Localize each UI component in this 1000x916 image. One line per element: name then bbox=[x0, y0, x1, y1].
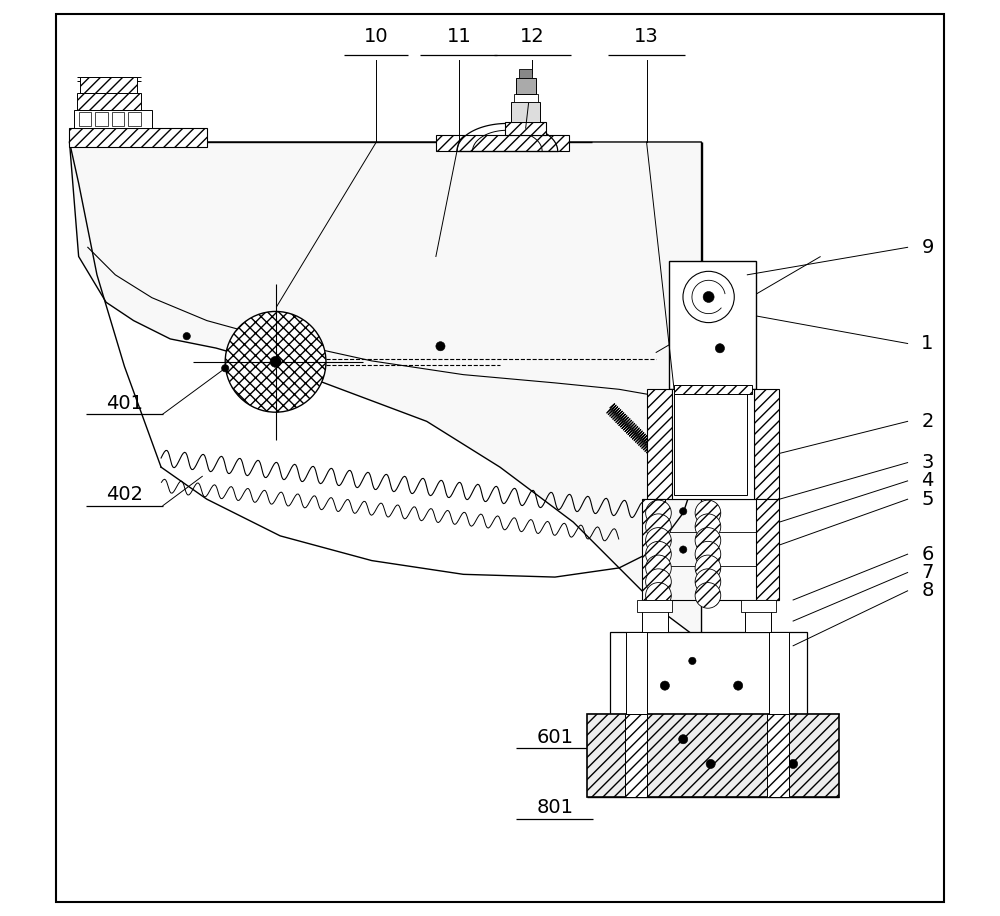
Bar bbox=[672, 389, 754, 499]
Circle shape bbox=[222, 365, 229, 372]
Bar bbox=[69, 128, 207, 147]
Text: 2: 2 bbox=[921, 412, 934, 431]
Bar bbox=[436, 135, 569, 151]
Text: 4: 4 bbox=[921, 472, 934, 490]
Text: 12: 12 bbox=[520, 27, 544, 46]
Bar bbox=[80, 77, 137, 93]
Bar bbox=[756, 499, 779, 600]
Bar bbox=[587, 714, 839, 797]
Bar bbox=[674, 394, 747, 495]
Bar bbox=[514, 94, 538, 102]
Bar bbox=[128, 112, 141, 126]
Circle shape bbox=[680, 507, 687, 515]
Bar bbox=[516, 78, 536, 94]
Circle shape bbox=[703, 291, 714, 302]
Circle shape bbox=[646, 541, 671, 567]
Circle shape bbox=[695, 500, 721, 526]
Bar bbox=[74, 110, 152, 128]
Text: 10: 10 bbox=[364, 27, 389, 46]
Bar bbox=[626, 632, 647, 714]
Circle shape bbox=[436, 342, 445, 351]
Bar bbox=[79, 112, 91, 126]
Bar bbox=[112, 112, 124, 126]
Bar bbox=[505, 122, 546, 135]
Circle shape bbox=[695, 569, 721, 594]
Text: 7: 7 bbox=[921, 563, 934, 582]
Text: 601: 601 bbox=[536, 728, 573, 747]
Bar bbox=[754, 389, 779, 499]
Text: 9: 9 bbox=[921, 238, 934, 256]
Circle shape bbox=[646, 500, 671, 526]
Circle shape bbox=[715, 344, 725, 353]
Bar bbox=[642, 499, 665, 600]
Circle shape bbox=[689, 658, 696, 665]
Text: 5: 5 bbox=[921, 490, 934, 508]
Circle shape bbox=[719, 434, 728, 443]
Bar bbox=[642, 600, 668, 632]
Circle shape bbox=[706, 759, 715, 769]
Circle shape bbox=[646, 528, 671, 553]
Circle shape bbox=[270, 356, 281, 367]
Text: 6: 6 bbox=[921, 545, 934, 563]
Text: 1: 1 bbox=[921, 334, 934, 353]
Bar bbox=[625, 714, 647, 797]
Circle shape bbox=[680, 546, 687, 553]
Text: 401: 401 bbox=[106, 394, 143, 412]
Circle shape bbox=[695, 541, 721, 567]
Polygon shape bbox=[69, 142, 702, 641]
Bar bbox=[95, 112, 108, 126]
Circle shape bbox=[683, 271, 734, 322]
Bar bbox=[745, 600, 771, 632]
Circle shape bbox=[789, 759, 798, 769]
Circle shape bbox=[679, 735, 688, 744]
Text: 8: 8 bbox=[921, 582, 934, 600]
Bar bbox=[610, 632, 807, 714]
Bar bbox=[511, 102, 540, 122]
Circle shape bbox=[646, 514, 671, 540]
Circle shape bbox=[646, 583, 671, 608]
Bar bbox=[77, 93, 141, 110]
Circle shape bbox=[695, 583, 721, 608]
Bar bbox=[647, 389, 672, 499]
Circle shape bbox=[646, 555, 671, 581]
Circle shape bbox=[695, 528, 721, 553]
Text: 801: 801 bbox=[536, 799, 573, 817]
Circle shape bbox=[695, 555, 721, 581]
Circle shape bbox=[521, 104, 530, 114]
Bar bbox=[769, 632, 789, 714]
Circle shape bbox=[660, 682, 669, 691]
Text: 3: 3 bbox=[921, 453, 934, 472]
Bar bbox=[674, 385, 752, 394]
Text: 11: 11 bbox=[446, 27, 471, 46]
Text: 13: 13 bbox=[634, 27, 659, 46]
Text: 402: 402 bbox=[106, 485, 143, 504]
Circle shape bbox=[646, 569, 671, 594]
Circle shape bbox=[225, 311, 326, 412]
Bar bbox=[637, 600, 672, 612]
Circle shape bbox=[734, 682, 743, 691]
Circle shape bbox=[628, 759, 637, 769]
Polygon shape bbox=[457, 124, 558, 151]
Bar bbox=[767, 714, 789, 797]
Circle shape bbox=[183, 333, 190, 340]
Circle shape bbox=[695, 514, 721, 540]
Bar bbox=[741, 600, 776, 612]
Bar bbox=[669, 261, 756, 389]
Bar bbox=[519, 69, 532, 78]
